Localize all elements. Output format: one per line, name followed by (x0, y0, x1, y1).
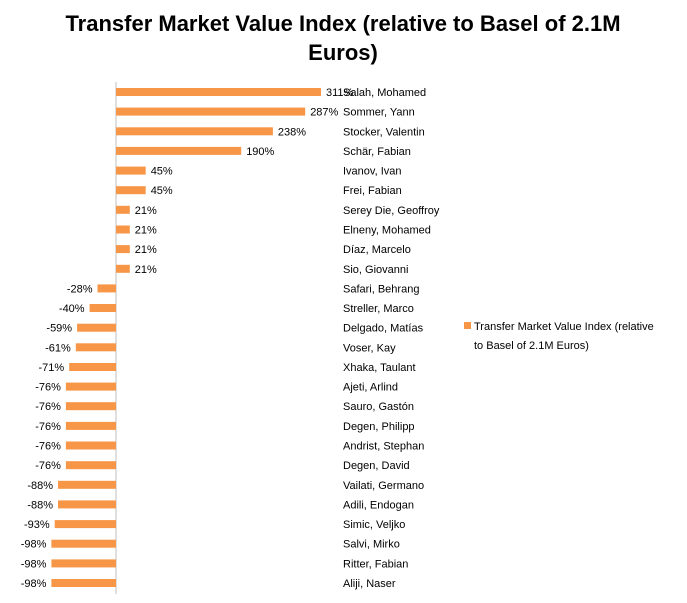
bar (116, 146, 242, 155)
bar (58, 500, 116, 509)
value-label: -59% (46, 323, 72, 335)
category-label: Sommer, Yann (343, 107, 415, 119)
value-label: -76% (35, 382, 61, 394)
value-label: -76% (35, 401, 61, 413)
value-label: -28% (67, 283, 93, 295)
value-label: 190% (246, 146, 274, 158)
value-label: 311% (326, 87, 354, 99)
category-label: Adili, Endogan (343, 499, 414, 511)
category-label: Ritter, Fabian (343, 558, 408, 570)
value-label: -98% (21, 558, 47, 570)
bar (116, 245, 130, 254)
legend: Transfer Market Value Index (relative to… (464, 321, 654, 352)
value-label: -98% (21, 578, 47, 590)
category-label: Ajeti, Arlind (343, 382, 398, 394)
bar (58, 480, 116, 489)
category-label: Simic, Veljko (343, 519, 405, 531)
bar (75, 343, 116, 352)
category-label: Vailati, Germano (343, 480, 424, 492)
category-label: Sauro, Gastón (343, 401, 414, 413)
legend-label-line-2: to Basel of 2.1M Euros) (474, 340, 589, 352)
category-label: Safari, Behrang (343, 283, 419, 295)
category-label: Sio, Giovanni (343, 264, 408, 276)
bar (116, 205, 130, 214)
value-label: 21% (135, 205, 157, 217)
value-label: -76% (35, 460, 61, 472)
category-label: Salah, Mohamed (343, 87, 426, 99)
bar (54, 520, 116, 529)
category-label: Stocker, Valentin (343, 126, 425, 138)
category-label: Voser, Kay (343, 342, 396, 354)
value-label: -76% (35, 421, 61, 433)
value-label: -93% (24, 519, 50, 531)
value-labels: 311% 287% 238% 190% 45% 45% 21% 21% 21% 21% -28% -4… (21, 87, 354, 590)
value-label: -40% (59, 303, 85, 315)
bar (65, 402, 116, 411)
bar (116, 225, 130, 234)
value-label: -88% (27, 499, 53, 511)
value-label: 21% (135, 244, 157, 256)
value-label: 238% (278, 126, 306, 138)
category-label: Xhaka, Taulant (343, 362, 416, 374)
bar (116, 107, 306, 116)
bar (89, 304, 116, 312)
value-label: -98% (21, 539, 47, 551)
category-label: Díaz, Marcelo (343, 244, 411, 256)
value-label: 21% (135, 264, 157, 276)
bar (116, 88, 321, 96)
bar (97, 284, 116, 293)
bar (116, 166, 146, 175)
category-label: Streller, Marco (343, 303, 414, 315)
category-label: Elneny, Mohamed (343, 225, 431, 237)
value-label: -76% (35, 441, 61, 453)
bar (116, 264, 130, 273)
bar (116, 127, 273, 136)
category-label: Degen, David (343, 460, 410, 472)
bar (65, 382, 116, 391)
value-label: -61% (45, 342, 71, 354)
bar (51, 539, 116, 548)
value-label: 45% (151, 166, 173, 178)
value-label: 45% (151, 185, 173, 197)
legend-label-line-1: Transfer Market Value Index (relative (474, 321, 654, 333)
category-label: Frei, Fabian (343, 185, 402, 197)
bar (65, 441, 116, 450)
chart-title-line-2: Euros) (308, 40, 378, 65)
category-label: Aliji, Naser (343, 578, 396, 590)
category-label: Degen, Philipp (343, 421, 415, 433)
bar (77, 323, 116, 332)
category-label: Ivanov, Ivan (343, 166, 402, 178)
bar (69, 363, 116, 371)
bar (51, 579, 116, 587)
value-label: -88% (27, 480, 53, 492)
category-label: Schär, Fabian (343, 146, 411, 158)
category-label: Delgado, Matías (343, 323, 424, 335)
legend-swatch (464, 322, 471, 329)
category-label: Serey Die, Geoffroy (343, 205, 440, 217)
category-labels: Salah, Mohamed Sommer, Yann Stocker, Valen… (343, 87, 440, 590)
category-label: Andrist, Stephan (343, 441, 424, 453)
value-label: 287% (310, 107, 338, 119)
bar (65, 461, 116, 470)
value-label: -71% (39, 362, 65, 374)
bar (116, 186, 146, 195)
value-label: 21% (135, 225, 157, 237)
category-label: Salvi, Mirko (343, 539, 400, 551)
bar (51, 559, 116, 568)
chart-title-line-1: Transfer Market Value Index (relative to… (65, 11, 620, 36)
bars (51, 88, 321, 587)
bar (65, 421, 116, 430)
